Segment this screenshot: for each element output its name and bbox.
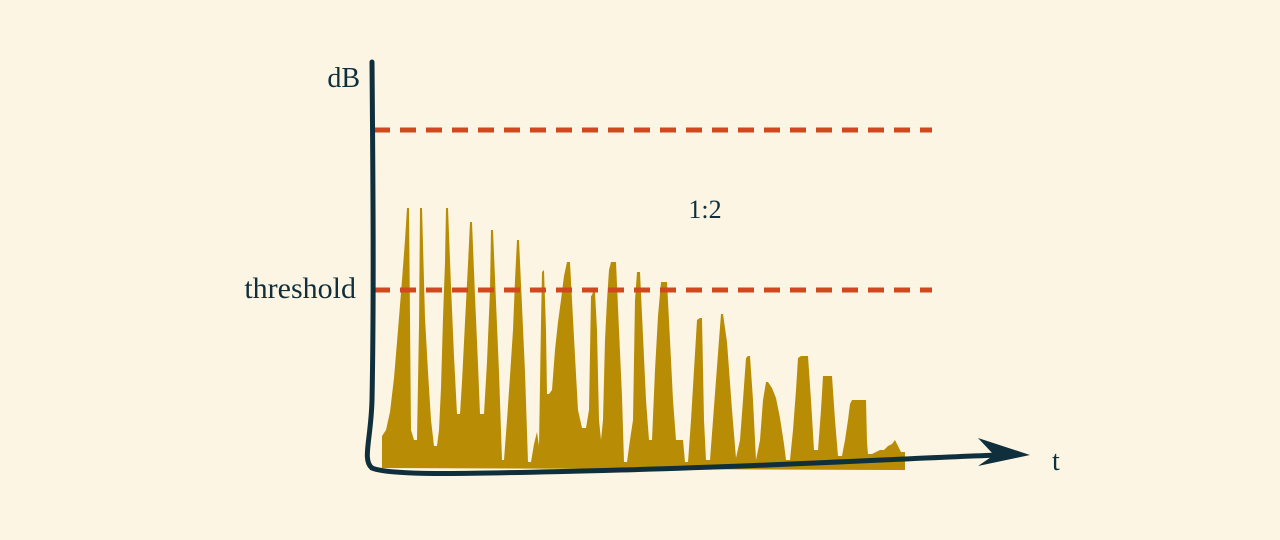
signal-spikes	[382, 208, 905, 470]
ratio-label: 1:2	[688, 195, 721, 224]
x-axis-label: t	[1052, 446, 1060, 477]
signal-waveform	[382, 208, 905, 470]
threshold-label: threshold	[244, 272, 356, 305]
x-axis-line	[369, 452, 1003, 476]
x-axis-arrowhead-icon	[978, 438, 1030, 466]
y-axis-label: dB	[327, 63, 360, 94]
y-axis-line	[364, 59, 376, 471]
